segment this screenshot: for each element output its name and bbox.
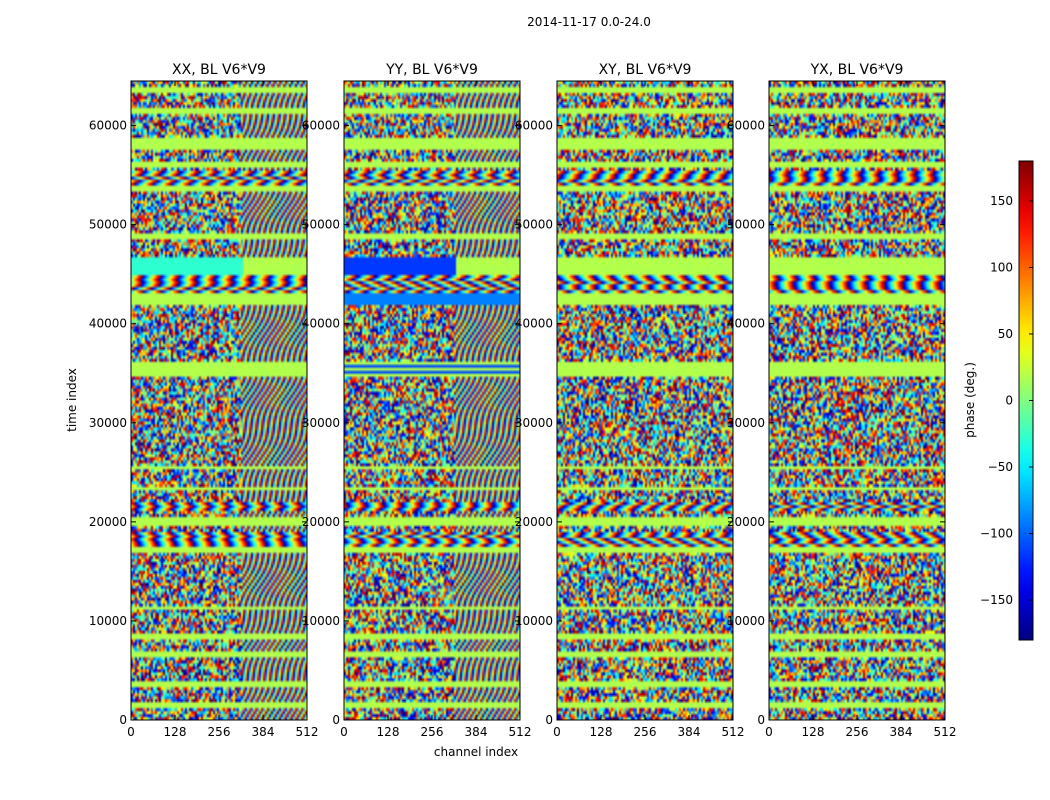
y-tick-label: 50000 bbox=[727, 218, 765, 232]
y-tick-label: 60000 bbox=[727, 119, 765, 133]
y-tick-label: 20000 bbox=[727, 515, 765, 529]
y-tick-label: 50000 bbox=[515, 218, 553, 232]
colorbar-tick-label: −150 bbox=[980, 593, 1013, 607]
x-tick-label: 256 bbox=[634, 725, 657, 739]
y-tick-label: 40000 bbox=[515, 317, 553, 331]
x-tick-label: 384 bbox=[252, 725, 275, 739]
panel-title: YX, BL V6*V9 bbox=[810, 62, 904, 78]
x-tick-label: 256 bbox=[208, 725, 231, 739]
panel-1: XX, BL V6*V9 0 128 256 384 512 0 10000 20000 3000… bbox=[89, 62, 319, 739]
y-tick-label: 30000 bbox=[727, 416, 765, 430]
y-tick-label: 10000 bbox=[515, 614, 553, 628]
phase-heatmap-4 bbox=[769, 81, 945, 720]
y-tick-label: 40000 bbox=[302, 317, 340, 331]
x-axis-label: channel index bbox=[434, 745, 518, 759]
panel-title: YY, BL V6*V9 bbox=[385, 62, 478, 78]
colorbar-tick-label: −50 bbox=[988, 460, 1013, 474]
x-tick-label: 128 bbox=[377, 725, 400, 739]
y-tick-label: 10000 bbox=[302, 614, 340, 628]
y-tick-label: 0 bbox=[757, 713, 765, 727]
y-tick-label: 50000 bbox=[89, 218, 127, 232]
colorbar-tick-label: 150 bbox=[990, 194, 1013, 208]
x-tick-label: 128 bbox=[590, 725, 613, 739]
colorbar-label: phase (deg.) bbox=[963, 362, 977, 438]
colorbar: −150 −100 −50 0 50 100 150 bbox=[980, 160, 1034, 641]
y-tick-label: 50000 bbox=[302, 218, 340, 232]
y-tick-label: 20000 bbox=[89, 515, 127, 529]
x-tick-label: 512 bbox=[296, 725, 319, 739]
colorbar-tick-label: 100 bbox=[990, 260, 1013, 274]
y-tick-label: 0 bbox=[119, 713, 127, 727]
panel-4: YX, BL V6*V9 0 128 256 384 512 0 10000 20000 3000… bbox=[727, 62, 957, 739]
y-tick-label: 40000 bbox=[727, 317, 765, 331]
x-tick-label: 0 bbox=[553, 725, 561, 739]
y-tick-label: 0 bbox=[545, 713, 553, 727]
phase-heatmap-3 bbox=[557, 81, 733, 720]
y-tick-label: 30000 bbox=[302, 416, 340, 430]
panel-title: XX, BL V6*V9 bbox=[172, 62, 266, 78]
x-tick-label: 512 bbox=[509, 725, 532, 739]
x-tick-label: 0 bbox=[127, 725, 135, 739]
x-tick-label: 0 bbox=[340, 725, 348, 739]
panel-title: XY, BL V6*V9 bbox=[599, 62, 692, 78]
y-tick-label: 60000 bbox=[302, 119, 340, 133]
panel-3: XY, BL V6*V9 0 128 256 384 512 0 10000 20000 3000… bbox=[515, 62, 745, 739]
y-axis-label: time index bbox=[65, 368, 79, 432]
y-tick-label: 40000 bbox=[89, 317, 127, 331]
y-tick-label: 30000 bbox=[89, 416, 127, 430]
phase-heatmap-1 bbox=[131, 81, 307, 720]
colorbar-tick-label: 50 bbox=[998, 327, 1013, 341]
x-tick-label: 256 bbox=[421, 725, 444, 739]
colorbar-tick-label: −100 bbox=[980, 527, 1013, 541]
x-tick-label: 128 bbox=[164, 725, 187, 739]
x-tick-label: 512 bbox=[722, 725, 745, 739]
colorbar-tick-label: 0 bbox=[1005, 394, 1013, 408]
y-tick-label: 10000 bbox=[89, 614, 127, 628]
y-tick-label: 60000 bbox=[515, 119, 553, 133]
panels-layer: XX, BL V6*V9 0 128 256 384 512 0 10000 20000 3000… bbox=[89, 62, 957, 739]
y-tick-label: 20000 bbox=[515, 515, 553, 529]
x-tick-label: 512 bbox=[934, 725, 957, 739]
y-tick-label: 30000 bbox=[515, 416, 553, 430]
y-tick-label: 0 bbox=[332, 713, 340, 727]
phase-heatmap-2 bbox=[344, 81, 520, 720]
y-tick-label: 60000 bbox=[89, 119, 127, 133]
y-tick-label: 10000 bbox=[727, 614, 765, 628]
panel-2: YY, BL V6*V9 0 128 256 384 512 0 10000 20000 3000… bbox=[302, 62, 532, 739]
x-tick-label: 384 bbox=[890, 725, 913, 739]
x-tick-label: 256 bbox=[846, 725, 869, 739]
x-tick-label: 128 bbox=[802, 725, 825, 739]
x-tick-label: 0 bbox=[765, 725, 773, 739]
x-tick-label: 384 bbox=[465, 725, 488, 739]
x-tick-label: 384 bbox=[678, 725, 701, 739]
figure-suptitle: 2014-11-17 0.0-24.0 bbox=[527, 15, 651, 29]
y-tick-label: 20000 bbox=[302, 515, 340, 529]
